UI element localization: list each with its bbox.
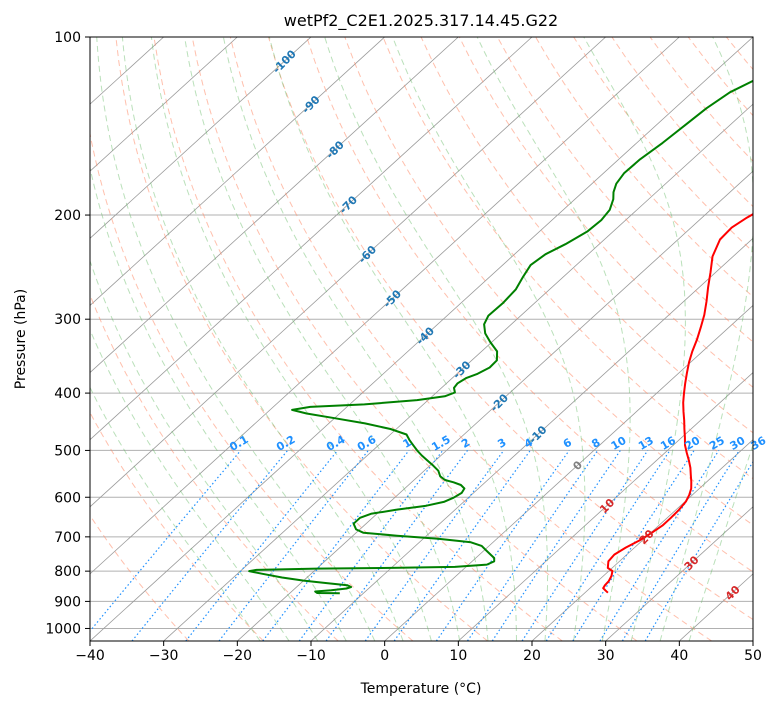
y-tick-label: 100 bbox=[54, 30, 81, 46]
y-tick-label: 600 bbox=[54, 490, 81, 506]
dry-adiabat-line bbox=[90, 411, 264, 641]
mixing-ratio-line bbox=[364, 450, 505, 641]
isotherm-line bbox=[90, 37, 459, 374]
x-tick-label: −40 bbox=[75, 648, 105, 664]
isotherm-line bbox=[531, 439, 753, 641]
x-tick-label: −10 bbox=[296, 648, 326, 664]
y-tick-label: 800 bbox=[54, 564, 81, 580]
moist-adiabat-line bbox=[392, 37, 586, 641]
moist-adiabats bbox=[90, 37, 753, 641]
mixing-ratio-line bbox=[599, 450, 720, 641]
isotherm-line bbox=[90, 37, 606, 508]
mixing-ratio-line bbox=[131, 450, 289, 641]
isotherm-line bbox=[458, 372, 753, 641]
plot-area bbox=[90, 37, 753, 641]
mixing-ratio-line bbox=[572, 450, 695, 641]
dry-adiabat-line bbox=[191, 37, 638, 641]
isotherm-line bbox=[90, 37, 238, 172]
dry-adiabat-line bbox=[229, 37, 712, 641]
moist-adiabat-line bbox=[324, 37, 549, 641]
isotherm-line bbox=[163, 103, 753, 641]
plot-frame bbox=[89, 36, 754, 642]
dry-adiabat-line bbox=[115, 37, 488, 641]
moist-adiabat-line bbox=[222, 37, 489, 641]
mixing-ratio-line bbox=[621, 450, 740, 641]
y-tick-label: 300 bbox=[54, 312, 81, 328]
mixing-ratio-line bbox=[325, 450, 468, 641]
x-tick-label: 40 bbox=[670, 648, 688, 664]
dewpoint-line bbox=[248, 79, 753, 595]
moist-adiabat-line bbox=[150, 37, 432, 641]
y-tick-label: 400 bbox=[54, 386, 81, 402]
dry-adiabat-line bbox=[535, 37, 753, 298]
temperature-line bbox=[602, 213, 753, 594]
x-axis-ticks: −40 −30 −20 −10 0 10 20 30 40 50 bbox=[75, 641, 762, 664]
moist-adiabat-line bbox=[659, 37, 753, 641]
mixing-ratio-line bbox=[521, 450, 649, 641]
mixing-ratio-line bbox=[90, 450, 242, 632]
moist-adiabat-line bbox=[90, 165, 347, 641]
skewed-isotherm-grid bbox=[90, 37, 753, 641]
isotherm-line bbox=[384, 304, 753, 641]
mixing-ratio-line bbox=[298, 450, 444, 641]
chart-title: wetPf2_C2E1.2025.317.14.45.G22 bbox=[284, 11, 558, 31]
mixing-ratio-line bbox=[185, 450, 339, 641]
moist-adiabat-line bbox=[96, 37, 376, 641]
mixing-ratio-line bbox=[491, 450, 621, 641]
isotherm-line bbox=[90, 37, 312, 239]
x-tick-label: 20 bbox=[523, 648, 541, 664]
isotherm-line bbox=[310, 237, 753, 641]
dry-adiabat-line bbox=[153, 37, 563, 641]
mixing-ratio-line bbox=[262, 450, 410, 641]
y-tick-label: 1000 bbox=[45, 621, 81, 637]
y-tick-label: 500 bbox=[54, 443, 81, 459]
isotherm-line bbox=[605, 506, 753, 641]
moist-adiabat-line bbox=[268, 37, 517, 641]
x-axis-label: Temperature (°C) bbox=[360, 681, 482, 697]
dry-adiabat-line bbox=[90, 131, 414, 641]
mixing-ratio-line bbox=[435, 450, 570, 641]
dry-adiabat-line bbox=[306, 37, 753, 573]
mixing-ratio-lines bbox=[90, 450, 753, 641]
x-tick-label: 30 bbox=[597, 648, 615, 664]
moist-adiabat-line bbox=[90, 259, 319, 641]
dry-adiabat-line bbox=[90, 514, 190, 641]
sounding-series bbox=[248, 79, 753, 595]
isotherm-line bbox=[90, 37, 680, 575]
isotherm-line bbox=[237, 170, 753, 641]
y-tick-label: 900 bbox=[54, 594, 81, 610]
moist-adiabat-line bbox=[476, 37, 631, 641]
y-tick-label: 200 bbox=[54, 208, 81, 224]
mixing-ratio-line bbox=[545, 450, 671, 641]
x-tick-label: −30 bbox=[149, 648, 179, 664]
x-tick-label: 50 bbox=[744, 648, 762, 664]
moist-adiabat-line bbox=[121, 37, 404, 641]
x-tick-label: −20 bbox=[223, 648, 253, 664]
x-tick-label: 10 bbox=[449, 648, 467, 664]
moist-adiabat-line bbox=[688, 443, 753, 641]
mixing-ratio-line bbox=[393, 450, 531, 641]
moist-adiabat-line bbox=[583, 37, 686, 641]
moist-adiabat-line bbox=[184, 37, 461, 641]
y-axis-ticks: 100 200 300 400 500 600 700 800 900 1000 bbox=[45, 30, 90, 637]
isotherm-line bbox=[90, 37, 753, 641]
x-tick-label: 0 bbox=[380, 648, 389, 664]
dry-adiabat-line bbox=[268, 37, 753, 621]
y-axis-label: Pressure (hPa) bbox=[13, 289, 29, 389]
dry-adiabat-line bbox=[344, 37, 753, 526]
mixing-ratio-line bbox=[466, 450, 599, 641]
y-tick-label: 700 bbox=[54, 530, 81, 546]
moist-adiabat-line bbox=[90, 328, 290, 641]
moist-adiabat-line bbox=[90, 386, 261, 641]
isotherm-line bbox=[90, 37, 533, 441]
isotherm-line bbox=[90, 37, 385, 306]
